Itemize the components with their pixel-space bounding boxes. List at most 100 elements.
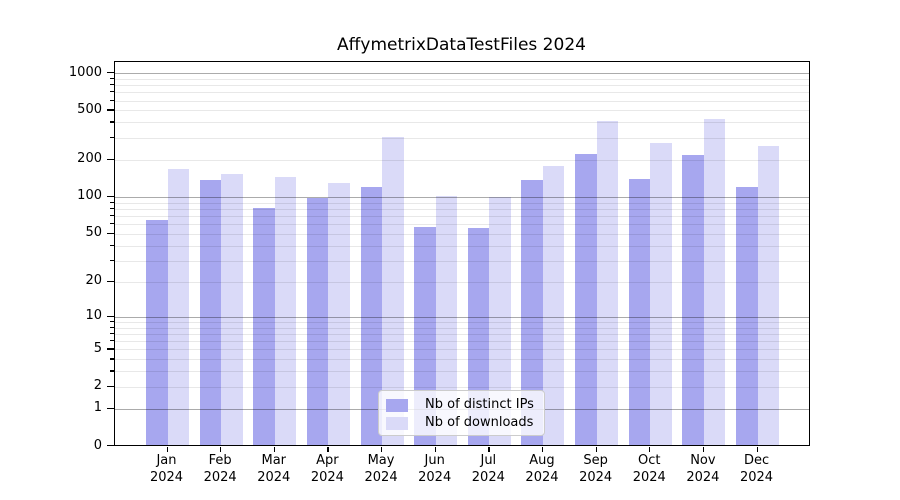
y-minor-tick	[110, 332, 114, 335]
x-tick-label: Nov 2024	[673, 453, 733, 486]
y-tick	[106, 232, 114, 235]
x-tick-year: 2024	[471, 469, 505, 485]
x-tick-label: Feb 2024	[190, 453, 250, 486]
gridline	[114, 233, 809, 235]
y-tick-label: 500	[77, 101, 102, 117]
x-tick-year: 2024	[418, 469, 452, 485]
legend: Nb of distinct IPs Nb of downloads	[378, 390, 545, 436]
x-tick	[273, 446, 275, 452]
gridline	[114, 371, 809, 373]
gridline	[114, 359, 809, 361]
y-minor-tick	[110, 340, 114, 342]
x-tick-month: Mar	[261, 453, 287, 468]
gridline	[114, 215, 809, 217]
bar-distinct-ips	[199, 180, 222, 445]
bar-downloads	[167, 169, 189, 445]
gridline	[114, 333, 809, 335]
gridline	[114, 100, 809, 102]
y-tick	[106, 385, 114, 388]
x-tick	[220, 446, 222, 452]
x-tick-year: 2024	[579, 469, 613, 485]
y-minor-tick	[110, 84, 114, 86]
gridline	[114, 341, 809, 343]
y-tick	[106, 407, 114, 410]
x-tick	[702, 446, 705, 452]
gridline	[114, 159, 809, 161]
x-tick-label: May 2024	[351, 453, 411, 486]
gridline	[114, 110, 809, 112]
bar-distinct-ips	[253, 207, 275, 445]
x-tick	[649, 446, 651, 452]
y-minor-tick	[110, 223, 114, 225]
gridline	[114, 224, 809, 226]
y-tick-label: 1000	[68, 64, 102, 80]
y-tick-label: 20	[85, 273, 102, 289]
gridline	[114, 202, 809, 204]
x-tick-month: Dec	[743, 453, 770, 468]
gridline	[114, 316, 809, 318]
gridline	[114, 386, 809, 388]
grid-layer	[114, 62, 809, 445]
bar-downloads	[757, 146, 780, 445]
bar-downloads	[382, 137, 404, 445]
bars-layer	[115, 62, 809, 445]
y-minor-tick	[110, 358, 114, 360]
legend-label-downloads: Nb of downloads	[425, 415, 534, 430]
y-minor-tick	[110, 244, 114, 246]
y-tick	[106, 348, 114, 350]
x-tick-month: Apr	[316, 453, 339, 468]
bar-downloads	[703, 119, 726, 445]
x-tick-month: Aug	[529, 453, 555, 468]
gridline	[114, 208, 809, 210]
y-tick	[106, 445, 114, 447]
bar-distinct-ips	[306, 198, 329, 445]
y-minor-tick	[110, 326, 114, 328]
y-minor-tick	[110, 201, 114, 203]
x-tick-label: Dec 2024	[727, 453, 787, 486]
x-tick-month: Oct	[638, 453, 661, 468]
x-tick-month: Feb	[208, 453, 232, 468]
y-minor-tick	[110, 136, 114, 139]
legend-swatch-distinct-ips	[386, 398, 408, 412]
y-tick-label: 50	[85, 225, 102, 241]
y-minor-tick	[110, 77, 114, 79]
gridline	[114, 85, 809, 87]
x-tick	[488, 446, 490, 452]
y-minor-tick	[110, 121, 114, 123]
x-tick	[595, 446, 597, 452]
y-minor-tick	[110, 259, 114, 261]
gridline	[114, 92, 809, 94]
x-tick-month: Jul	[480, 453, 497, 468]
gridline	[114, 260, 809, 262]
legend-item-downloads: Nb of downloads	[386, 416, 534, 430]
bar-distinct-ips	[628, 178, 651, 445]
x-tick-year: 2024	[525, 469, 559, 485]
bar-distinct-ips	[736, 187, 758, 445]
x-tick-month: Jun	[424, 453, 445, 468]
y-tick-label: 2	[93, 378, 102, 394]
bar-distinct-ips	[521, 180, 543, 445]
y-tick-label: 10	[85, 308, 102, 324]
x-tick-month: May	[367, 453, 395, 468]
bar-downloads	[650, 143, 672, 445]
x-tick-label: Oct 2024	[619, 453, 679, 486]
y-tick	[106, 280, 114, 282]
bar-downloads	[221, 173, 243, 445]
y-tick	[106, 158, 114, 160]
bar-distinct-ips	[682, 154, 704, 445]
y-minor-tick	[110, 207, 114, 210]
gridline	[114, 78, 809, 80]
legend-swatch-downloads	[386, 416, 408, 430]
gridline	[114, 196, 809, 198]
plot-area	[113, 61, 810, 446]
y-tick	[106, 109, 114, 111]
y-tick-label: 100	[77, 188, 102, 204]
gridline	[114, 281, 809, 283]
x-tick	[381, 446, 383, 452]
x-tick	[541, 446, 544, 452]
bar-distinct-ips	[360, 187, 383, 445]
legend-label-distinct-ips: Nb of distinct IPs	[425, 397, 534, 412]
y-tick	[106, 315, 114, 317]
bar-downloads	[435, 195, 458, 445]
bar-downloads	[328, 182, 350, 445]
